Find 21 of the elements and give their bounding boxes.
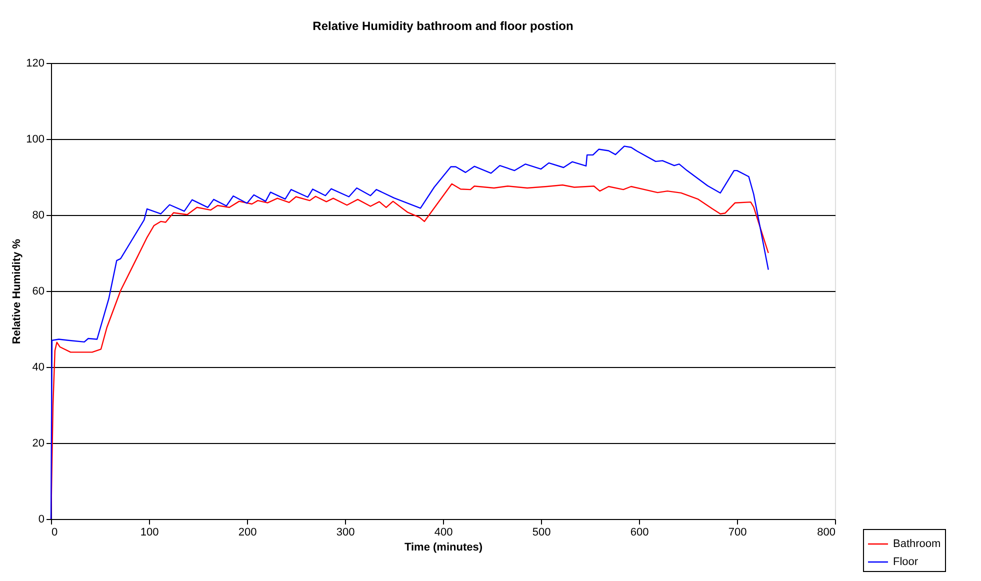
x-tick-label: 0: [52, 526, 58, 538]
y-tick-label: 120: [26, 58, 44, 70]
y-axis-title: Relative Humidity %: [11, 238, 24, 344]
legend-label: Bathroom: [893, 538, 941, 550]
x-tick-label: 800: [817, 526, 836, 538]
y-tick-label: 80: [32, 210, 44, 222]
x-tick-label: 700: [728, 526, 747, 538]
x-tick-label: 600: [630, 526, 649, 538]
chart-title: Relative Humidity bathroom and floor postion: [312, 19, 574, 33]
x-axis-title: Time (minutes): [404, 542, 483, 554]
y-tick-label: 20: [32, 438, 44, 450]
x-tick-label: 300: [336, 526, 355, 538]
y-tick-label: 40: [32, 362, 44, 374]
x-tick-label: 400: [434, 526, 453, 538]
x-tick-label: 200: [238, 526, 257, 538]
legend-label: Floor: [893, 556, 918, 568]
x-tick-label: 500: [532, 526, 551, 538]
x-tick-label: 100: [140, 526, 159, 538]
y-tick-label: 60: [32, 286, 44, 298]
y-tick-label: 100: [26, 134, 44, 146]
y-tick-label: 0: [38, 514, 44, 526]
